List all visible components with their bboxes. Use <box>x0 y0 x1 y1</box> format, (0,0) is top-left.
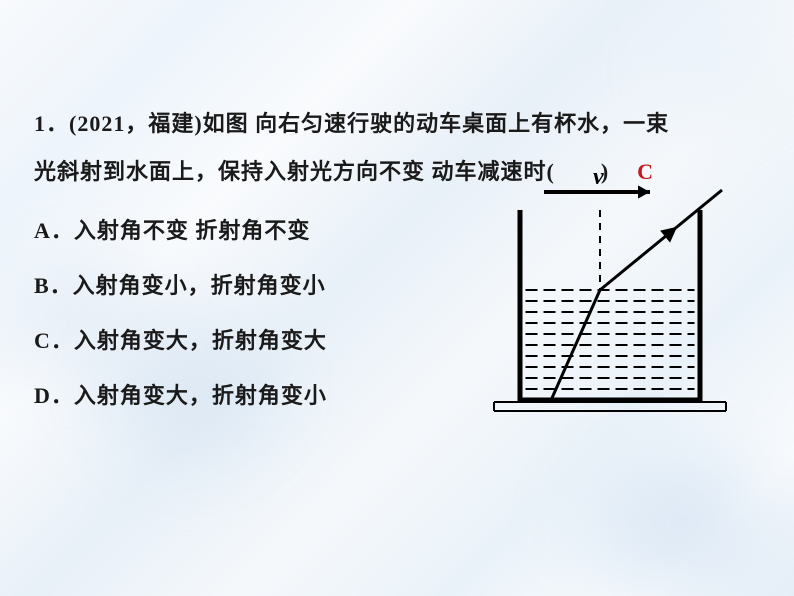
svg-text:v: v <box>593 170 604 190</box>
question-number: 1． <box>34 111 69 136</box>
question-source: (2021，福建) <box>69 111 203 136</box>
question-line1: 如图 向右匀速行驶的动车桌面上有杯水，一束 <box>203 111 670 136</box>
physics-diagram: v <box>470 170 750 450</box>
